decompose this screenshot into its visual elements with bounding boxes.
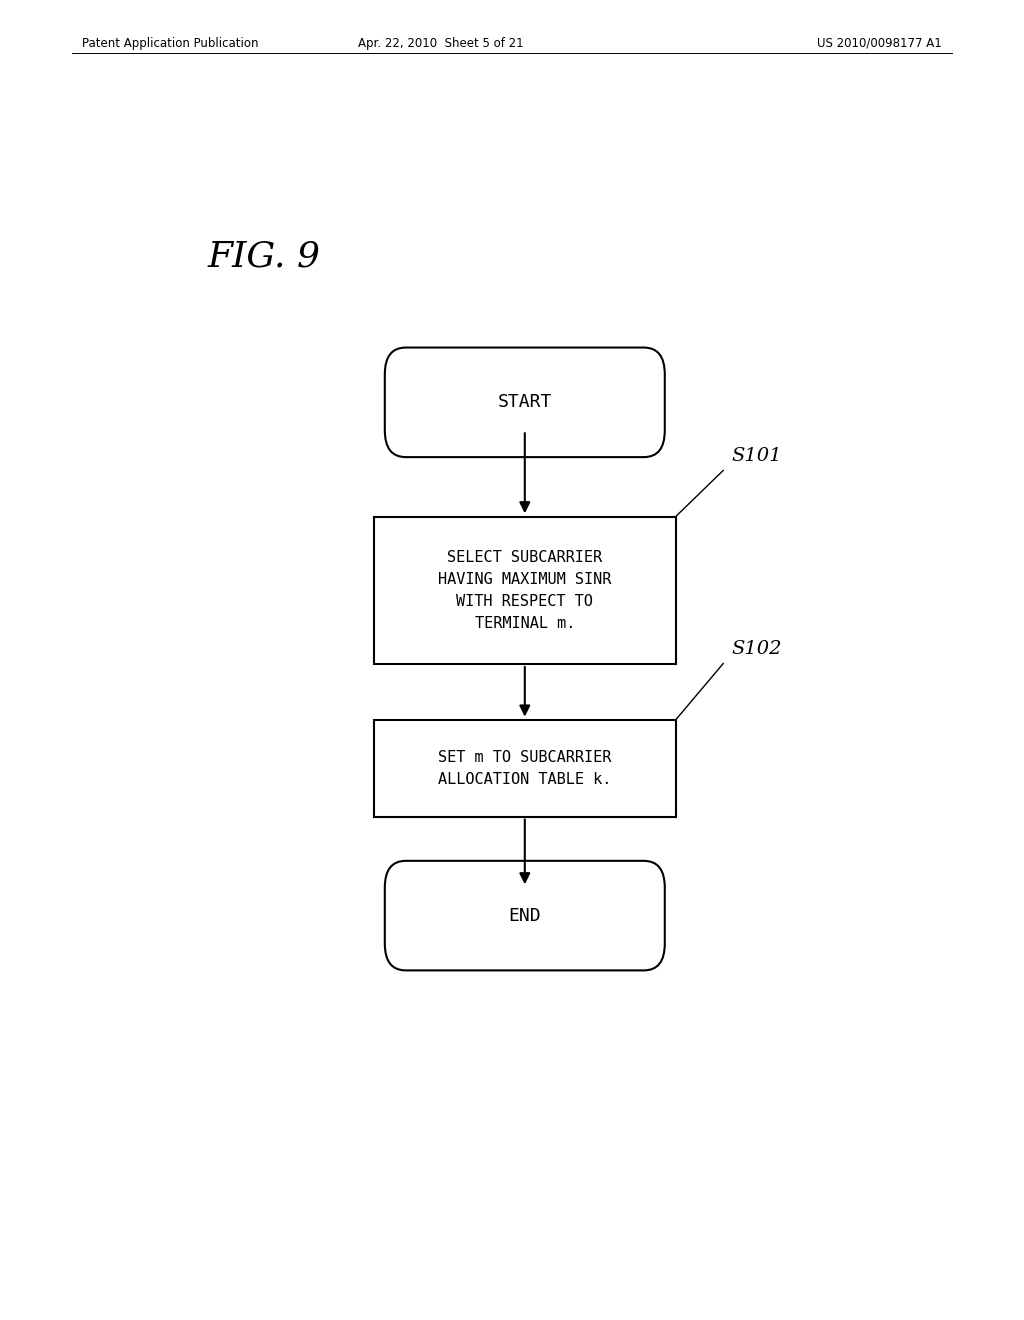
Bar xyxy=(374,719,676,817)
Bar xyxy=(374,516,676,664)
Text: SET m TO SUBCARRIER
ALLOCATION TABLE k.: SET m TO SUBCARRIER ALLOCATION TABLE k. xyxy=(438,750,611,787)
FancyBboxPatch shape xyxy=(385,861,665,970)
Text: S102: S102 xyxy=(731,640,781,659)
Text: Apr. 22, 2010  Sheet 5 of 21: Apr. 22, 2010 Sheet 5 of 21 xyxy=(357,37,523,50)
Text: START: START xyxy=(498,393,552,412)
Text: FIG. 9: FIG. 9 xyxy=(207,240,321,273)
Text: Patent Application Publication: Patent Application Publication xyxy=(82,37,258,50)
FancyBboxPatch shape xyxy=(385,347,665,457)
Text: S101: S101 xyxy=(731,447,781,466)
Text: SELECT SUBCARRIER
HAVING MAXIMUM SINR
WITH RESPECT TO
TERMINAL m.: SELECT SUBCARRIER HAVING MAXIMUM SINR WI… xyxy=(438,549,611,631)
Text: END: END xyxy=(509,907,541,924)
Text: US 2010/0098177 A1: US 2010/0098177 A1 xyxy=(817,37,942,50)
